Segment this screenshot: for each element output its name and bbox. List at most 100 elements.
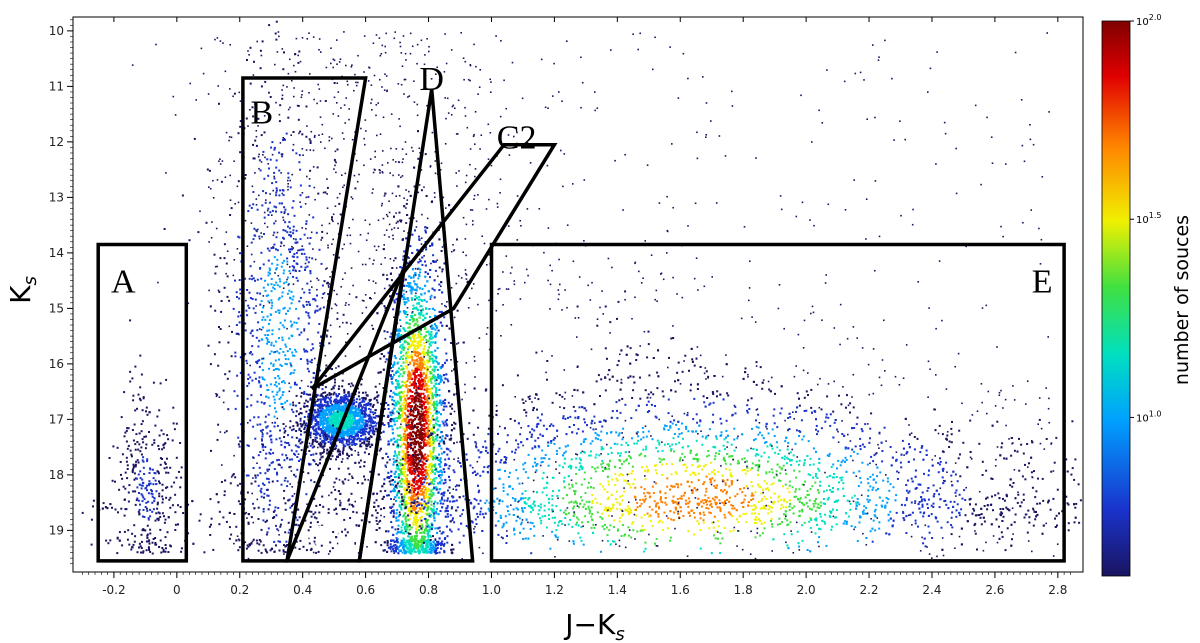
density-point <box>360 409 362 412</box>
density-point <box>419 367 422 370</box>
density-point <box>134 535 137 538</box>
density-point <box>318 416 321 419</box>
density-point <box>265 294 268 297</box>
density-point <box>331 455 334 458</box>
density-point <box>314 400 317 403</box>
density-point <box>355 401 358 404</box>
density-point <box>363 432 366 435</box>
density-point <box>377 394 380 397</box>
density-point <box>148 484 151 487</box>
density-point <box>295 321 298 324</box>
density-point <box>295 241 298 244</box>
density-point <box>296 468 299 471</box>
density-point <box>234 279 236 282</box>
density-point <box>372 420 375 423</box>
density-point <box>149 515 152 518</box>
density-point <box>428 405 431 408</box>
density-point <box>326 401 329 404</box>
density-point <box>300 252 303 255</box>
density-point <box>422 477 425 480</box>
density-point <box>147 492 150 495</box>
density-point <box>372 327 375 330</box>
density-point <box>239 371 242 374</box>
density-point <box>360 421 363 424</box>
density-point <box>165 547 167 550</box>
density-point <box>326 406 329 409</box>
density-point <box>282 194 285 197</box>
density-point <box>306 400 309 403</box>
density-point <box>356 413 359 416</box>
density-point <box>295 350 298 353</box>
density-point <box>366 414 369 417</box>
density-point <box>90 543 93 546</box>
density-point <box>141 494 144 497</box>
density-point <box>299 539 302 542</box>
density-point <box>261 311 263 313</box>
density-point <box>349 426 352 428</box>
density-point <box>349 411 351 414</box>
density-point <box>237 235 240 238</box>
density-point <box>150 489 153 491</box>
density-point <box>352 403 355 406</box>
density-point <box>353 421 356 424</box>
density-point <box>146 524 149 527</box>
density-point <box>329 458 332 461</box>
density-point <box>329 439 332 442</box>
density-point <box>342 313 345 316</box>
density-point <box>311 439 314 442</box>
density-point <box>331 547 334 550</box>
density-point <box>284 477 287 479</box>
density-point <box>148 548 150 550</box>
density-point <box>265 384 268 387</box>
density-point <box>296 421 299 424</box>
density-point <box>137 393 140 396</box>
density-point <box>332 427 335 430</box>
density-point <box>319 420 322 423</box>
density-point <box>131 429 134 431</box>
density-point <box>125 429 128 432</box>
density-point <box>289 231 292 234</box>
density-point <box>355 410 358 413</box>
density-point <box>296 423 299 426</box>
density-point <box>126 538 129 541</box>
density-point <box>220 300 223 302</box>
density-point <box>161 512 164 515</box>
density-point <box>264 201 267 204</box>
density-point <box>412 409 414 412</box>
density-point <box>306 360 309 363</box>
density-point <box>244 322 247 325</box>
density-point <box>302 305 305 308</box>
density-point <box>348 416 351 419</box>
density-point <box>355 443 358 446</box>
density-point <box>262 150 265 153</box>
density-point <box>326 426 329 429</box>
density-point <box>273 401 276 404</box>
density-point <box>334 432 337 435</box>
density-point <box>165 496 168 499</box>
density-point <box>118 531 121 534</box>
density-point <box>316 416 319 419</box>
density-point <box>148 472 151 474</box>
density-point <box>228 299 231 302</box>
density-point <box>293 383 296 386</box>
density-point <box>307 462 310 465</box>
density-point <box>172 406 175 409</box>
density-point <box>272 344 275 347</box>
density-point <box>138 546 140 549</box>
density-point <box>434 422 437 425</box>
density-point <box>285 281 288 284</box>
density-point <box>284 221 287 224</box>
density-point <box>368 414 371 416</box>
density-point <box>329 399 332 401</box>
density-point <box>292 295 295 298</box>
density-point <box>278 387 281 390</box>
density-point <box>313 445 316 448</box>
density-point <box>219 328 222 330</box>
density-point <box>322 293 325 295</box>
density-point <box>290 365 293 368</box>
density-point <box>260 357 263 360</box>
density-point <box>370 416 373 419</box>
density-point <box>328 425 331 428</box>
density-point <box>371 444 374 447</box>
density-point <box>302 304 305 307</box>
